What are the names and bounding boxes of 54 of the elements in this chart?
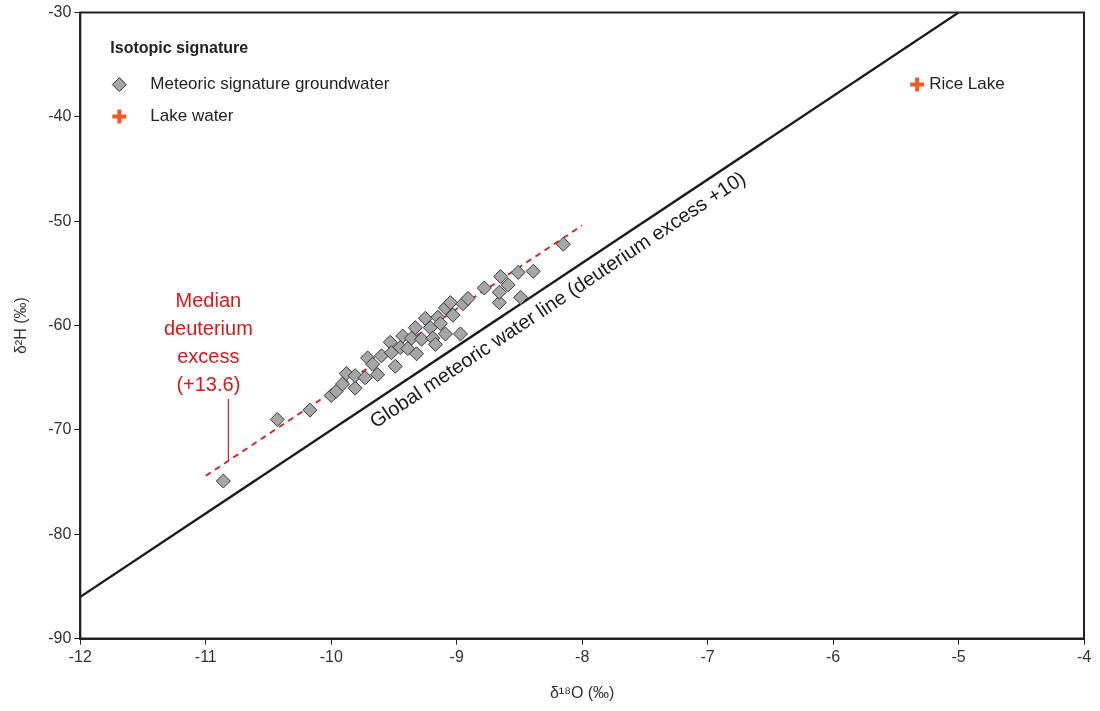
point — [215, 473, 231, 489]
point — [525, 263, 541, 279]
y-tick-label: -30 — [48, 3, 72, 21]
y-tick-label: -80 — [48, 524, 72, 542]
y-axis-title: δ²H (‰) — [12, 297, 30, 355]
point — [445, 307, 461, 323]
y-tick-label: -90 — [48, 629, 72, 647]
point — [302, 402, 318, 418]
point — [383, 345, 399, 361]
x-tick-label: -6 — [825, 647, 841, 665]
x-tick-label: -10 — [319, 647, 343, 665]
point — [357, 370, 373, 386]
point — [437, 326, 453, 342]
x-axis-title: δ¹⁸O (‰) — [549, 683, 615, 701]
x-tick-label: -12 — [68, 647, 92, 665]
y-tick-label: -60 — [48, 316, 72, 334]
point — [500, 277, 516, 293]
point — [510, 264, 526, 280]
point — [335, 376, 351, 392]
legend-label: Lake water — [150, 106, 234, 126]
y-tick-label: -40 — [48, 107, 72, 125]
point — [409, 346, 425, 362]
point — [365, 356, 381, 372]
legend-label: Meteoric signature groundwater — [150, 74, 390, 94]
x-tick-label: -5 — [951, 647, 966, 665]
point — [491, 295, 507, 311]
point — [370, 367, 386, 383]
annotation: Median deuterium excess (+13.6) — [163, 288, 253, 395]
point — [269, 412, 285, 427]
y-tick-label: -70 — [48, 420, 72, 438]
point — [417, 310, 433, 326]
point — [400, 341, 416, 357]
point — [513, 289, 529, 305]
annotation: Rice Lake — [929, 74, 1005, 94]
point — [407, 320, 423, 336]
y-tick-label: -50 — [48, 211, 72, 229]
x-tick-label: -11 — [194, 647, 217, 665]
point — [432, 316, 448, 332]
point — [442, 295, 458, 311]
point — [491, 284, 507, 300]
legend-title: Isotopic signature — [110, 39, 249, 57]
point — [347, 368, 363, 384]
x-tick-label: -9 — [449, 647, 464, 665]
x-tick-label: -8 — [575, 647, 590, 665]
point — [908, 75, 927, 94]
point — [460, 290, 476, 306]
point — [347, 380, 363, 396]
x-tick-label: -4 — [1076, 647, 1092, 665]
point — [476, 280, 492, 296]
point — [452, 326, 468, 342]
point — [387, 358, 403, 374]
point — [373, 348, 389, 364]
x-tick-label: -7 — [700, 647, 715, 665]
point — [493, 269, 509, 285]
